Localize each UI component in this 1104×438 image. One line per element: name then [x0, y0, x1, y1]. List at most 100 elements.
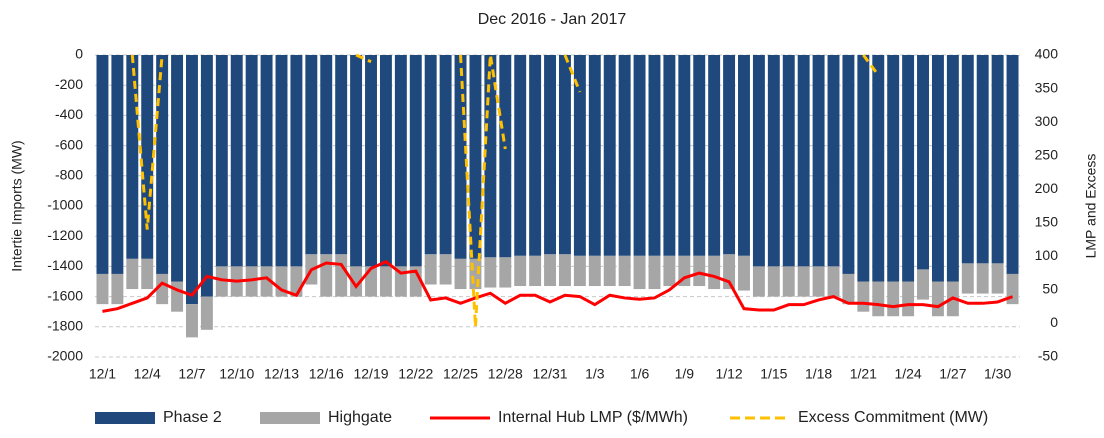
bar	[902, 55, 915, 282]
bar	[663, 55, 676, 256]
bar	[588, 255, 601, 287]
bar	[693, 55, 706, 256]
bar	[961, 55, 974, 264]
bar	[887, 55, 900, 282]
bar	[782, 266, 795, 297]
bar	[633, 55, 646, 256]
bar	[603, 55, 616, 256]
bar	[365, 266, 377, 297]
bar	[1006, 55, 1019, 274]
x-tick-label: 1/24	[894, 366, 921, 382]
bar	[260, 55, 273, 267]
bar	[424, 55, 437, 255]
bar	[558, 55, 571, 255]
x-tick-label: 12/25	[443, 366, 478, 382]
legend-label: Excess Commitment (MW)	[798, 409, 988, 426]
bar	[544, 55, 557, 255]
x-tick-label: 1/3	[585, 366, 605, 382]
bar	[350, 55, 363, 267]
bar	[663, 255, 676, 287]
bar	[186, 304, 198, 338]
bar	[379, 55, 392, 267]
bar	[230, 55, 243, 267]
x-tick-label: 12/13	[264, 366, 299, 382]
y-tick-label: -1200	[47, 227, 83, 243]
y2-tick-label: 300	[1035, 113, 1059, 129]
bar	[797, 55, 810, 267]
bar	[215, 266, 228, 297]
bar	[797, 266, 810, 297]
y-tick-label: -1400	[47, 257, 83, 273]
y2-tick-label: 400	[1035, 46, 1059, 62]
bar	[484, 55, 497, 258]
bar	[156, 55, 169, 274]
x-tick-label: 1/27	[939, 366, 966, 382]
bar	[171, 281, 184, 312]
bar	[260, 266, 273, 297]
x-tick-label: 12/10	[219, 366, 254, 382]
y-tick-label: -200	[55, 76, 83, 92]
legend-label: Phase 2	[163, 409, 222, 426]
y-axis-label: Intertie Imports (MW)	[9, 140, 25, 271]
bar	[499, 257, 512, 288]
bar	[618, 255, 631, 287]
bar	[827, 55, 840, 267]
y-tick-label: -600	[55, 136, 83, 152]
bar	[931, 281, 944, 317]
y2-tick-label: 200	[1035, 180, 1059, 196]
bar	[723, 55, 736, 255]
y2-tick-label: 100	[1035, 247, 1059, 263]
x-tick-label: 1/9	[675, 366, 695, 382]
y-tick-label: 0	[75, 46, 83, 62]
x-tick-label: 1/12	[715, 366, 742, 382]
bar	[96, 55, 109, 274]
x-tick-label: 12/4	[134, 366, 161, 382]
bar	[320, 254, 333, 297]
bar	[454, 258, 467, 290]
bar	[96, 273, 109, 305]
y2-tick-label: 50	[1042, 281, 1058, 297]
bar	[200, 55, 213, 297]
y2-tick-label: 0	[1050, 314, 1058, 330]
bar	[603, 255, 616, 287]
x-tick-label: 12/19	[353, 366, 388, 382]
bar	[961, 263, 974, 294]
bar	[752, 55, 765, 267]
bar	[917, 269, 929, 300]
bar	[439, 254, 452, 285]
bar	[245, 266, 258, 297]
bar	[394, 55, 407, 267]
bar	[544, 254, 557, 287]
bar	[335, 55, 348, 255]
bar	[931, 55, 944, 282]
bar	[708, 255, 721, 290]
bar	[946, 55, 959, 282]
line-series	[563, 54, 582, 93]
bar	[872, 281, 885, 317]
line-series	[355, 53, 372, 64]
bar	[708, 55, 721, 256]
legend-swatch	[95, 412, 155, 424]
bar	[976, 55, 989, 264]
y2-tick-label: -50	[1038, 348, 1058, 364]
bar	[678, 255, 691, 287]
bar	[573, 255, 586, 287]
bar	[738, 55, 750, 256]
x-tick-label: 1/21	[850, 366, 877, 382]
bar	[111, 273, 124, 305]
bar	[171, 55, 184, 282]
bar	[141, 55, 154, 259]
y-tick-label: -1000	[47, 197, 83, 213]
y-tick-label: -1600	[47, 287, 83, 303]
bar	[782, 55, 795, 267]
bar	[126, 258, 139, 290]
bar	[305, 55, 318, 255]
line-series	[130, 54, 164, 230]
bar	[514, 55, 527, 256]
bar	[648, 55, 661, 256]
bar	[320, 55, 333, 255]
bar	[141, 258, 154, 290]
bar	[394, 266, 407, 297]
bar	[186, 55, 198, 305]
